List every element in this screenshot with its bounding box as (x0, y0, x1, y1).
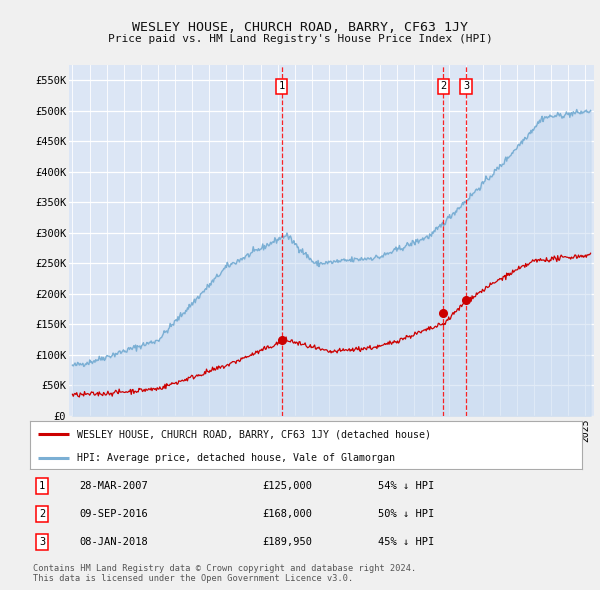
Text: 45% ↓ HPI: 45% ↓ HPI (378, 537, 434, 547)
Text: WESLEY HOUSE, CHURCH ROAD, BARRY, CF63 1JY: WESLEY HOUSE, CHURCH ROAD, BARRY, CF63 1… (132, 21, 468, 34)
Text: 3: 3 (39, 537, 45, 547)
Text: 50% ↓ HPI: 50% ↓ HPI (378, 509, 434, 519)
Text: Contains HM Land Registry data © Crown copyright and database right 2024.
This d: Contains HM Land Registry data © Crown c… (33, 563, 416, 583)
Text: 2: 2 (39, 509, 45, 519)
Text: £189,950: £189,950 (262, 537, 312, 547)
Text: 08-JAN-2018: 08-JAN-2018 (80, 537, 148, 547)
Text: 28-MAR-2007: 28-MAR-2007 (80, 481, 148, 491)
Text: HPI: Average price, detached house, Vale of Glamorgan: HPI: Average price, detached house, Vale… (77, 453, 395, 463)
Text: £168,000: £168,000 (262, 509, 312, 519)
Text: £125,000: £125,000 (262, 481, 312, 491)
Text: 2: 2 (440, 81, 446, 91)
Text: 09-SEP-2016: 09-SEP-2016 (80, 509, 148, 519)
Text: 1: 1 (278, 81, 285, 91)
Text: Price paid vs. HM Land Registry's House Price Index (HPI): Price paid vs. HM Land Registry's House … (107, 34, 493, 44)
Text: 1: 1 (39, 481, 45, 491)
Text: WESLEY HOUSE, CHURCH ROAD, BARRY, CF63 1JY (detached house): WESLEY HOUSE, CHURCH ROAD, BARRY, CF63 1… (77, 429, 431, 439)
Text: 3: 3 (463, 81, 469, 91)
Text: 54% ↓ HPI: 54% ↓ HPI (378, 481, 434, 491)
